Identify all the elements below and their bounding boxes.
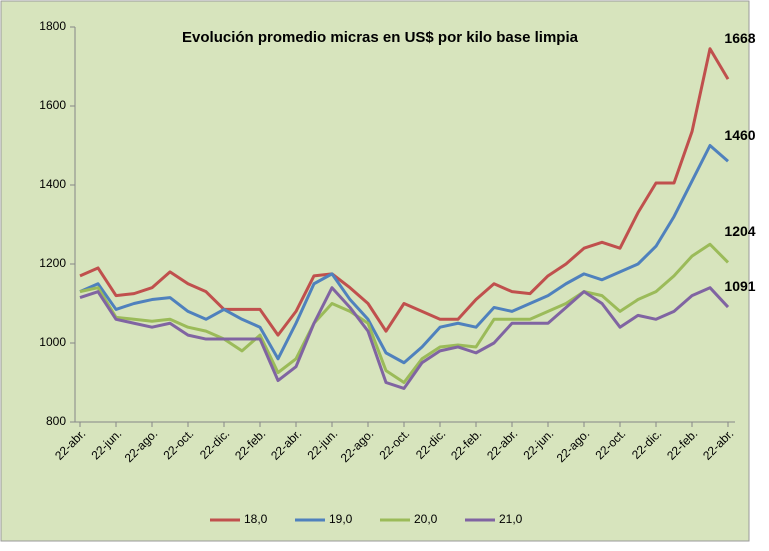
y-tick-label: 1000	[39, 335, 66, 349]
y-tick-label: 1600	[39, 98, 66, 112]
legend-label: 19,0	[329, 512, 353, 526]
legend-label: 18,0	[244, 512, 268, 526]
end-label: 1668	[724, 30, 755, 46]
line-series	[79, 144, 729, 365]
y-tick-label: 1200	[39, 256, 66, 270]
y-tick-label: 1400	[39, 177, 66, 191]
end-label: 1091	[724, 278, 755, 294]
legend-label: 21,0	[499, 512, 523, 526]
legend-label: 20,0	[414, 512, 438, 526]
end-label: 1204	[724, 223, 755, 239]
y-tick-label: 1800	[39, 19, 66, 33]
chart-title: Evolución promedio micras en US$ por kil…	[182, 29, 579, 46]
line-series	[79, 242, 730, 384]
line-series	[79, 286, 730, 390]
line-series	[79, 47, 730, 337]
end-label: 1460	[724, 127, 755, 143]
y-tick-label: 800	[46, 414, 66, 428]
